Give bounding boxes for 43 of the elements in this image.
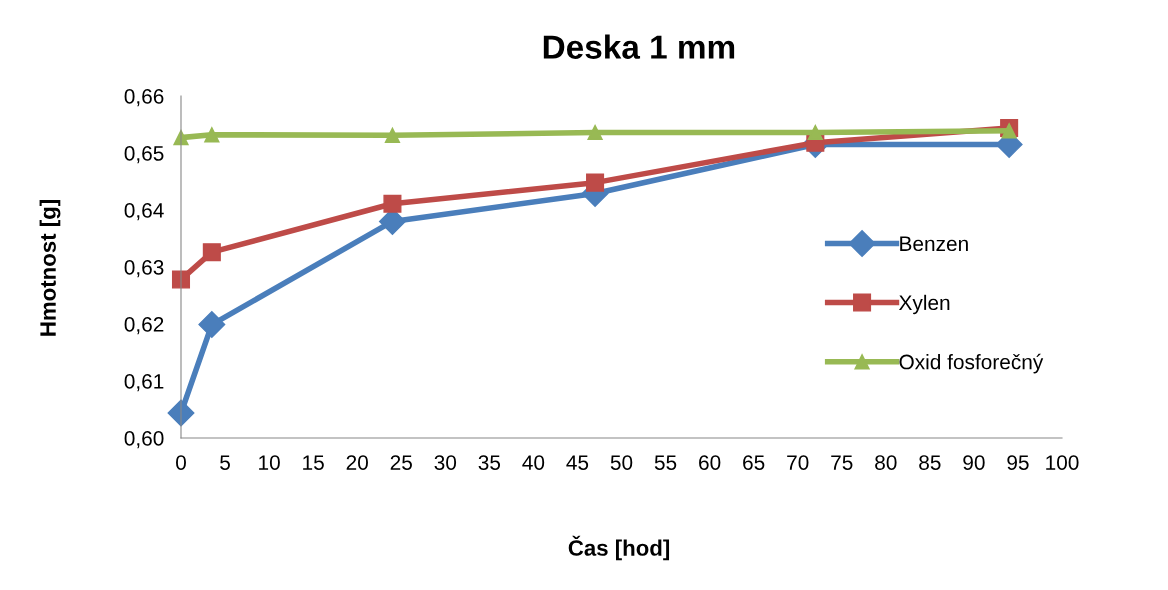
point <box>586 173 605 192</box>
x-tick-label: 5 <box>220 455 230 470</box>
x-tick-label: 55 <box>654 455 677 470</box>
y-tick-label: 0,64 <box>124 203 164 221</box>
y-tick-label: 0,63 <box>124 260 164 278</box>
x-tick-label: 95 <box>1007 455 1029 470</box>
chart-title: Deska 1 mm <box>543 34 735 59</box>
y-tick-label: 0,65 <box>124 146 164 164</box>
x-tick-label: 60 <box>699 455 721 470</box>
legend-label: Xylen <box>898 294 950 315</box>
x-tick-label: 90 <box>963 455 985 470</box>
y-axis-title: Hmotnost [g] <box>39 200 61 336</box>
point <box>384 127 401 143</box>
point <box>1001 123 1017 139</box>
x-tick-label: 40 <box>522 455 545 470</box>
y-tick-label: 0,62 <box>124 317 164 335</box>
point <box>587 124 603 141</box>
x-tick-label: 25 <box>390 455 412 470</box>
x-tick-label: 85 <box>919 455 941 470</box>
x-tick-label: 15 <box>303 455 324 470</box>
point <box>202 243 221 262</box>
x-tick-label: 70 <box>787 455 809 470</box>
x-tick-label: 50 <box>610 455 633 470</box>
x-tick-label: 10 <box>259 455 280 470</box>
x-tick-label: 80 <box>875 455 897 470</box>
point <box>807 124 823 141</box>
legend-label: Oxid fosforečný <box>899 353 1044 374</box>
x-tick-label: 75 <box>831 455 853 470</box>
y-tick-label: 0,60 <box>124 431 164 449</box>
x-axis-title: Čas [hod] <box>568 535 670 561</box>
point <box>383 194 402 213</box>
x-tick-label: 45 <box>566 455 589 470</box>
x-tick-label: 35 <box>478 455 501 470</box>
point <box>198 311 226 339</box>
x-tick-label: 30 <box>434 455 457 470</box>
y-tick-label: 0,66 <box>124 89 164 107</box>
x-tick-label: 20 <box>346 455 368 470</box>
x-tick-label: 0 <box>176 455 186 470</box>
y-tick-label: 0,61 <box>124 374 164 392</box>
point <box>204 127 220 143</box>
x-tick-label: 65 <box>743 455 765 470</box>
x-tick-label: 100 <box>1046 455 1079 470</box>
legend-label: Benzen <box>900 236 968 252</box>
